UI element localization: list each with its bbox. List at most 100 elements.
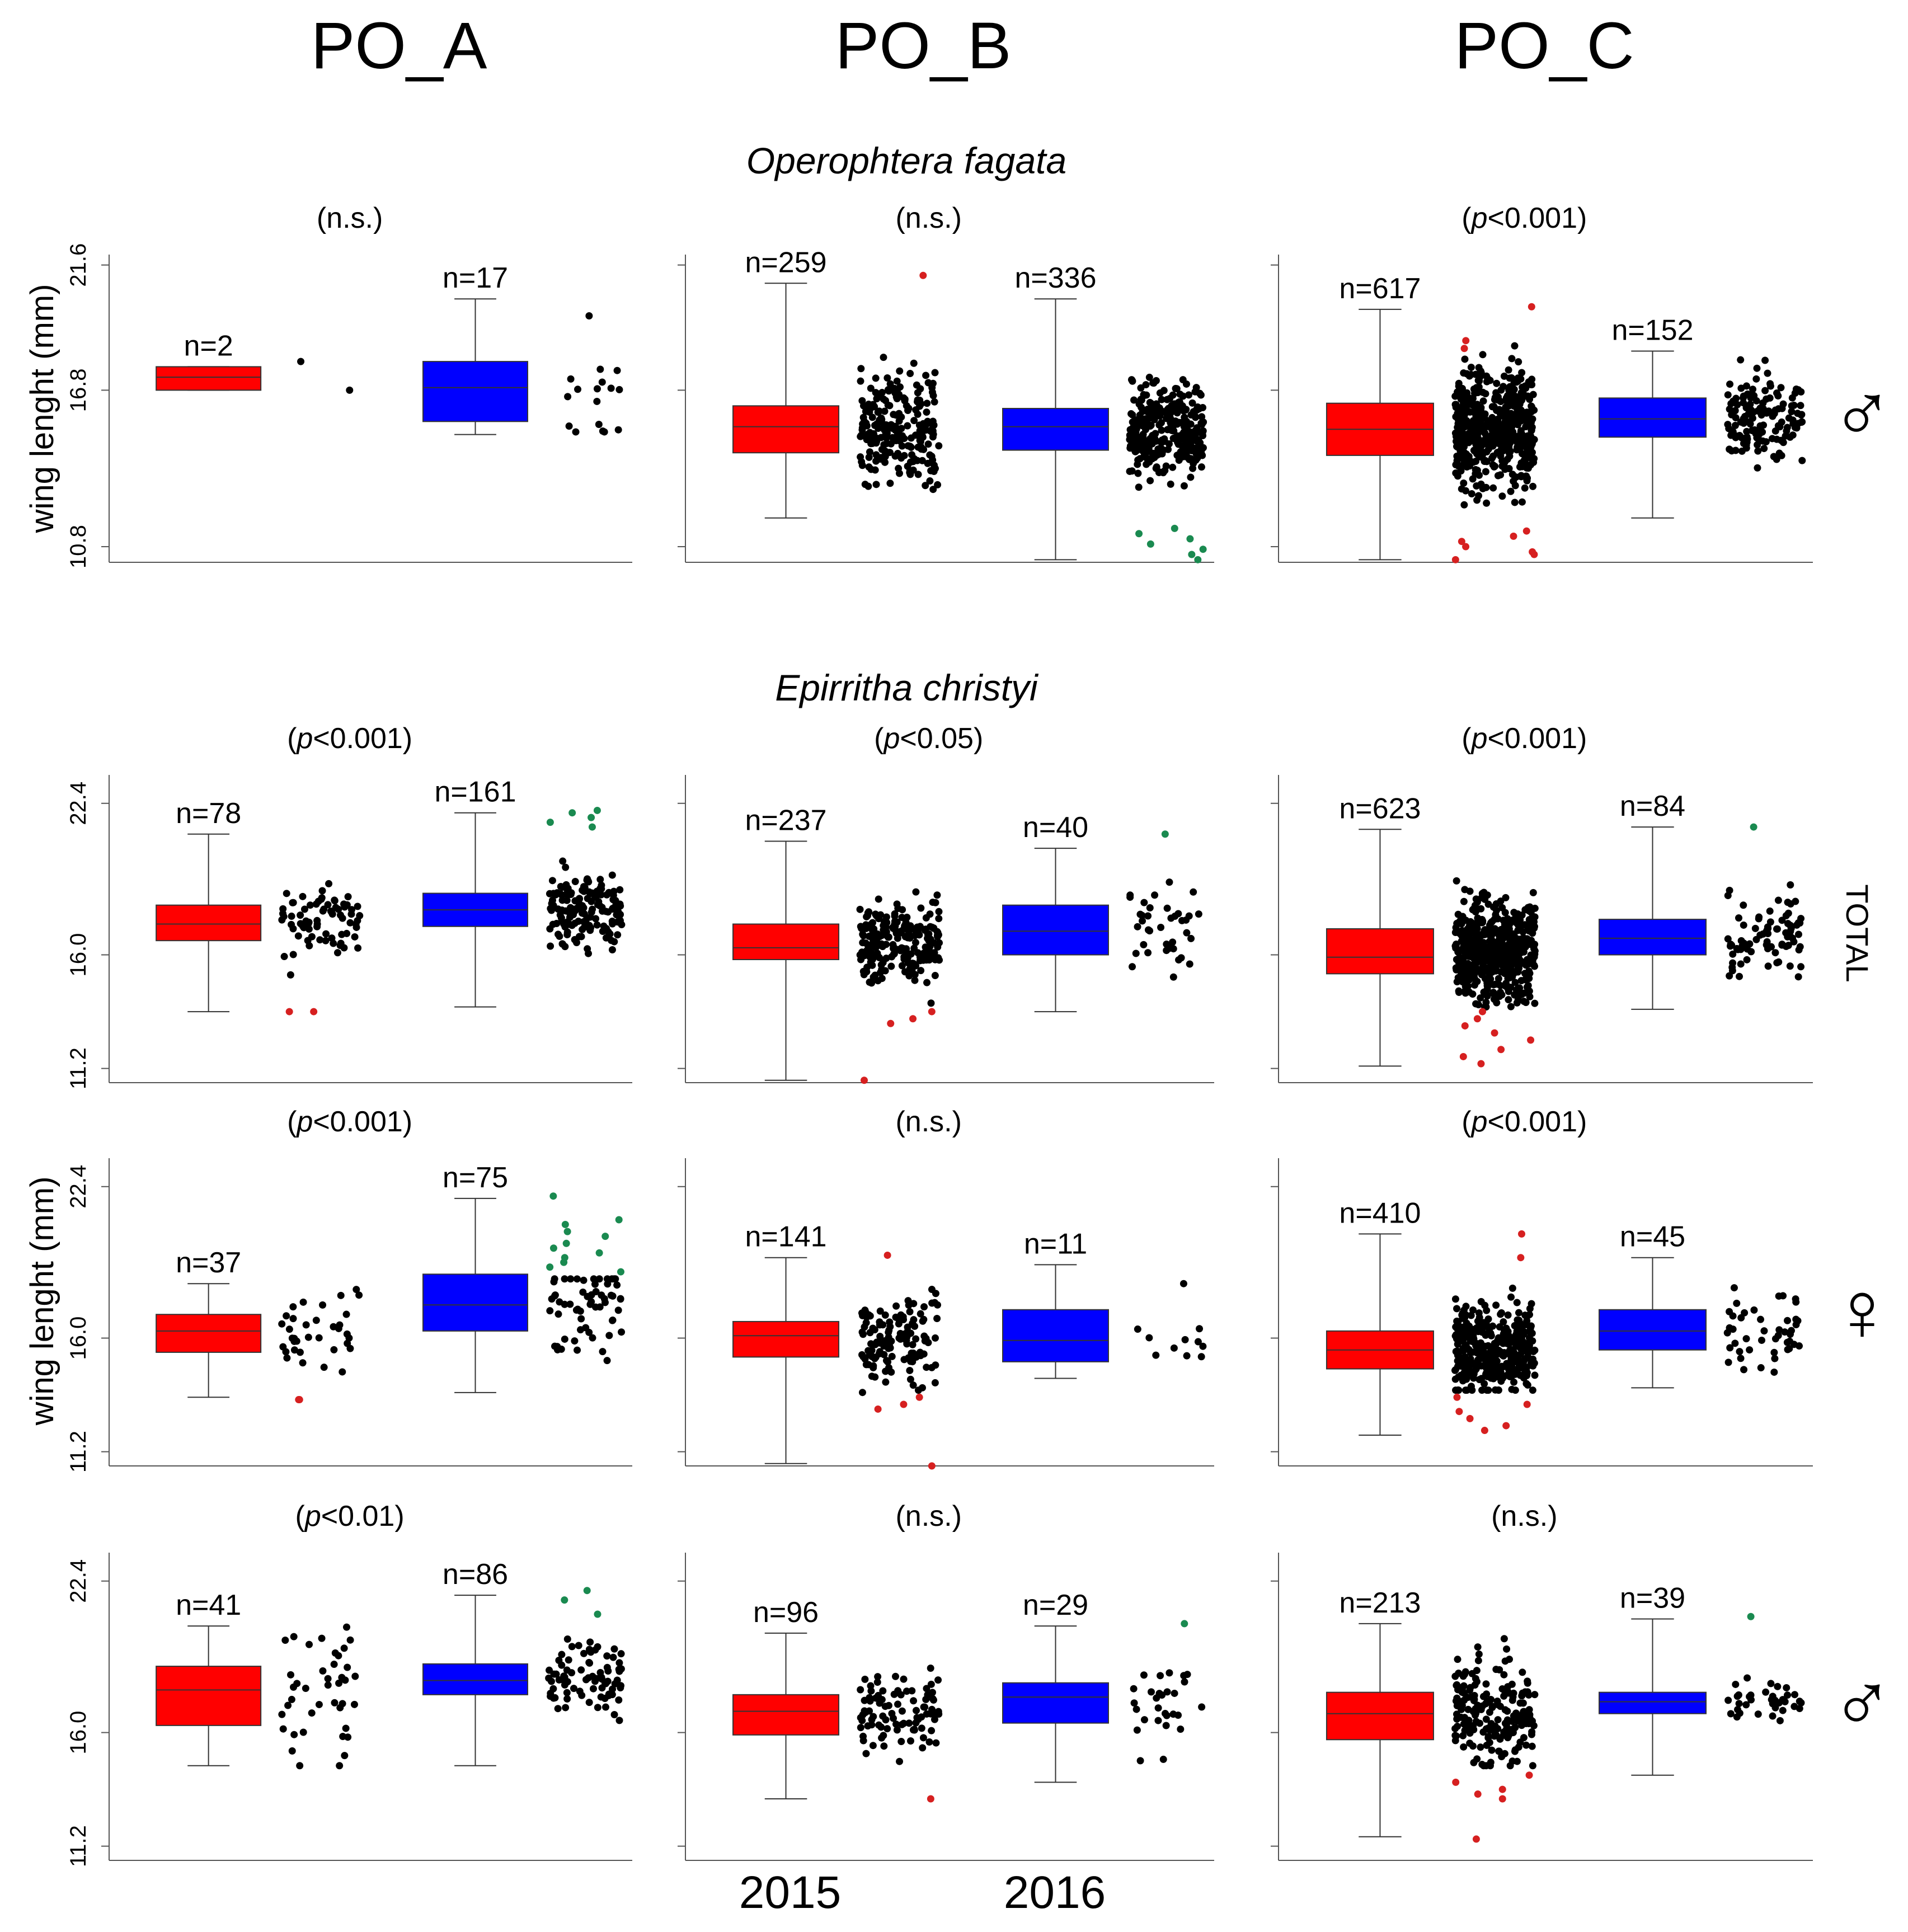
data-point bbox=[593, 921, 601, 929]
data-point bbox=[1729, 950, 1737, 958]
box-2016 bbox=[1002, 1682, 1109, 1724]
data-point bbox=[1473, 920, 1481, 928]
data-point bbox=[1134, 441, 1142, 449]
data-point bbox=[1483, 1741, 1491, 1749]
data-point bbox=[896, 947, 904, 955]
data-point bbox=[290, 1731, 298, 1738]
data-point bbox=[912, 962, 920, 970]
data-point bbox=[923, 1685, 930, 1693]
data-point bbox=[1470, 905, 1478, 913]
data-point bbox=[568, 1669, 576, 1677]
sig-p: p bbox=[295, 722, 313, 755]
sample-size-label: n=161 bbox=[434, 776, 516, 808]
data-point bbox=[1521, 1363, 1529, 1371]
data-point bbox=[1494, 1716, 1502, 1724]
legend-2015: 2015 bbox=[739, 1867, 841, 1918]
data-point bbox=[580, 1649, 588, 1657]
data-point bbox=[1453, 1732, 1460, 1740]
data-point bbox=[896, 1329, 904, 1337]
outlier-point bbox=[601, 1233, 609, 1240]
data-point bbox=[928, 1299, 936, 1307]
data-point bbox=[1759, 428, 1766, 436]
data-point bbox=[1792, 1315, 1800, 1323]
data-point bbox=[579, 1288, 587, 1296]
data-point bbox=[928, 1727, 936, 1734]
data-point bbox=[1186, 960, 1193, 968]
outlier-point bbox=[1528, 303, 1535, 311]
data-point bbox=[1737, 1355, 1745, 1362]
data-point bbox=[571, 936, 579, 943]
data-point bbox=[289, 899, 297, 906]
y-tick-label: 11.2 bbox=[66, 1431, 91, 1473]
data-point bbox=[1740, 921, 1747, 929]
data-point bbox=[1129, 418, 1136, 426]
data-point bbox=[859, 1732, 867, 1740]
data-point bbox=[1771, 949, 1779, 957]
data-point bbox=[886, 480, 894, 487]
data-point bbox=[1467, 1724, 1475, 1732]
data-point bbox=[1528, 375, 1536, 383]
data-point bbox=[290, 1337, 298, 1345]
data-point bbox=[934, 1708, 942, 1715]
data-point bbox=[1489, 452, 1497, 460]
data-point bbox=[1461, 1341, 1469, 1349]
data-point bbox=[880, 922, 887, 929]
data-point bbox=[1773, 925, 1780, 933]
data-point bbox=[900, 925, 908, 933]
data-point bbox=[1774, 392, 1782, 400]
data-point bbox=[875, 407, 883, 415]
data-point bbox=[1177, 436, 1185, 444]
data-point bbox=[1130, 396, 1138, 404]
data-point bbox=[1197, 391, 1205, 399]
data-point bbox=[1507, 1003, 1515, 1010]
data-point bbox=[1460, 479, 1468, 487]
data-point bbox=[333, 949, 341, 957]
data-point bbox=[558, 1661, 566, 1669]
data-point bbox=[900, 1675, 908, 1683]
data-point bbox=[1737, 946, 1745, 953]
data-point bbox=[869, 1742, 877, 1750]
data-point bbox=[858, 1351, 866, 1358]
data-point bbox=[1187, 934, 1195, 942]
data-point bbox=[1505, 366, 1512, 374]
data-point bbox=[904, 407, 911, 415]
data-point bbox=[931, 1334, 939, 1342]
data-point bbox=[1778, 941, 1786, 948]
data-point bbox=[858, 426, 866, 434]
data-point bbox=[892, 1721, 900, 1728]
data-point bbox=[1487, 1696, 1495, 1704]
data-point bbox=[1508, 1696, 1516, 1704]
data-point bbox=[887, 1368, 895, 1376]
data-point bbox=[1454, 948, 1462, 956]
data-point bbox=[1145, 444, 1153, 452]
data-point bbox=[580, 918, 588, 925]
data-point bbox=[880, 354, 887, 361]
data-point bbox=[859, 420, 867, 428]
data-point bbox=[917, 967, 925, 975]
data-point bbox=[1781, 1328, 1789, 1336]
data-point bbox=[1487, 1332, 1495, 1339]
data-point bbox=[585, 1646, 593, 1653]
data-point bbox=[563, 928, 571, 936]
data-point bbox=[1462, 1311, 1470, 1319]
data-point bbox=[1475, 966, 1483, 974]
data-point bbox=[570, 911, 577, 919]
data-point bbox=[296, 1762, 304, 1770]
data-point bbox=[1151, 891, 1159, 899]
species-title-epirritha: Epirritha christyi bbox=[775, 667, 1039, 708]
outlier-point bbox=[1135, 530, 1143, 538]
data-point bbox=[587, 924, 595, 932]
panel-r1-c0: 11.2 16.0 22.4 (p<0.001) n=78 n=161 bbox=[66, 722, 632, 1089]
data-point bbox=[558, 940, 566, 948]
data-point bbox=[299, 1728, 307, 1736]
outlier-point bbox=[909, 1015, 917, 1023]
data-point bbox=[874, 977, 882, 985]
data-point bbox=[1792, 897, 1799, 905]
data-point bbox=[574, 386, 582, 393]
data-point bbox=[1513, 1327, 1521, 1335]
data-point bbox=[897, 425, 905, 433]
data-point bbox=[1726, 405, 1733, 413]
data-point bbox=[561, 1681, 568, 1689]
data-point bbox=[1461, 355, 1469, 363]
outlier-point bbox=[919, 271, 927, 279]
